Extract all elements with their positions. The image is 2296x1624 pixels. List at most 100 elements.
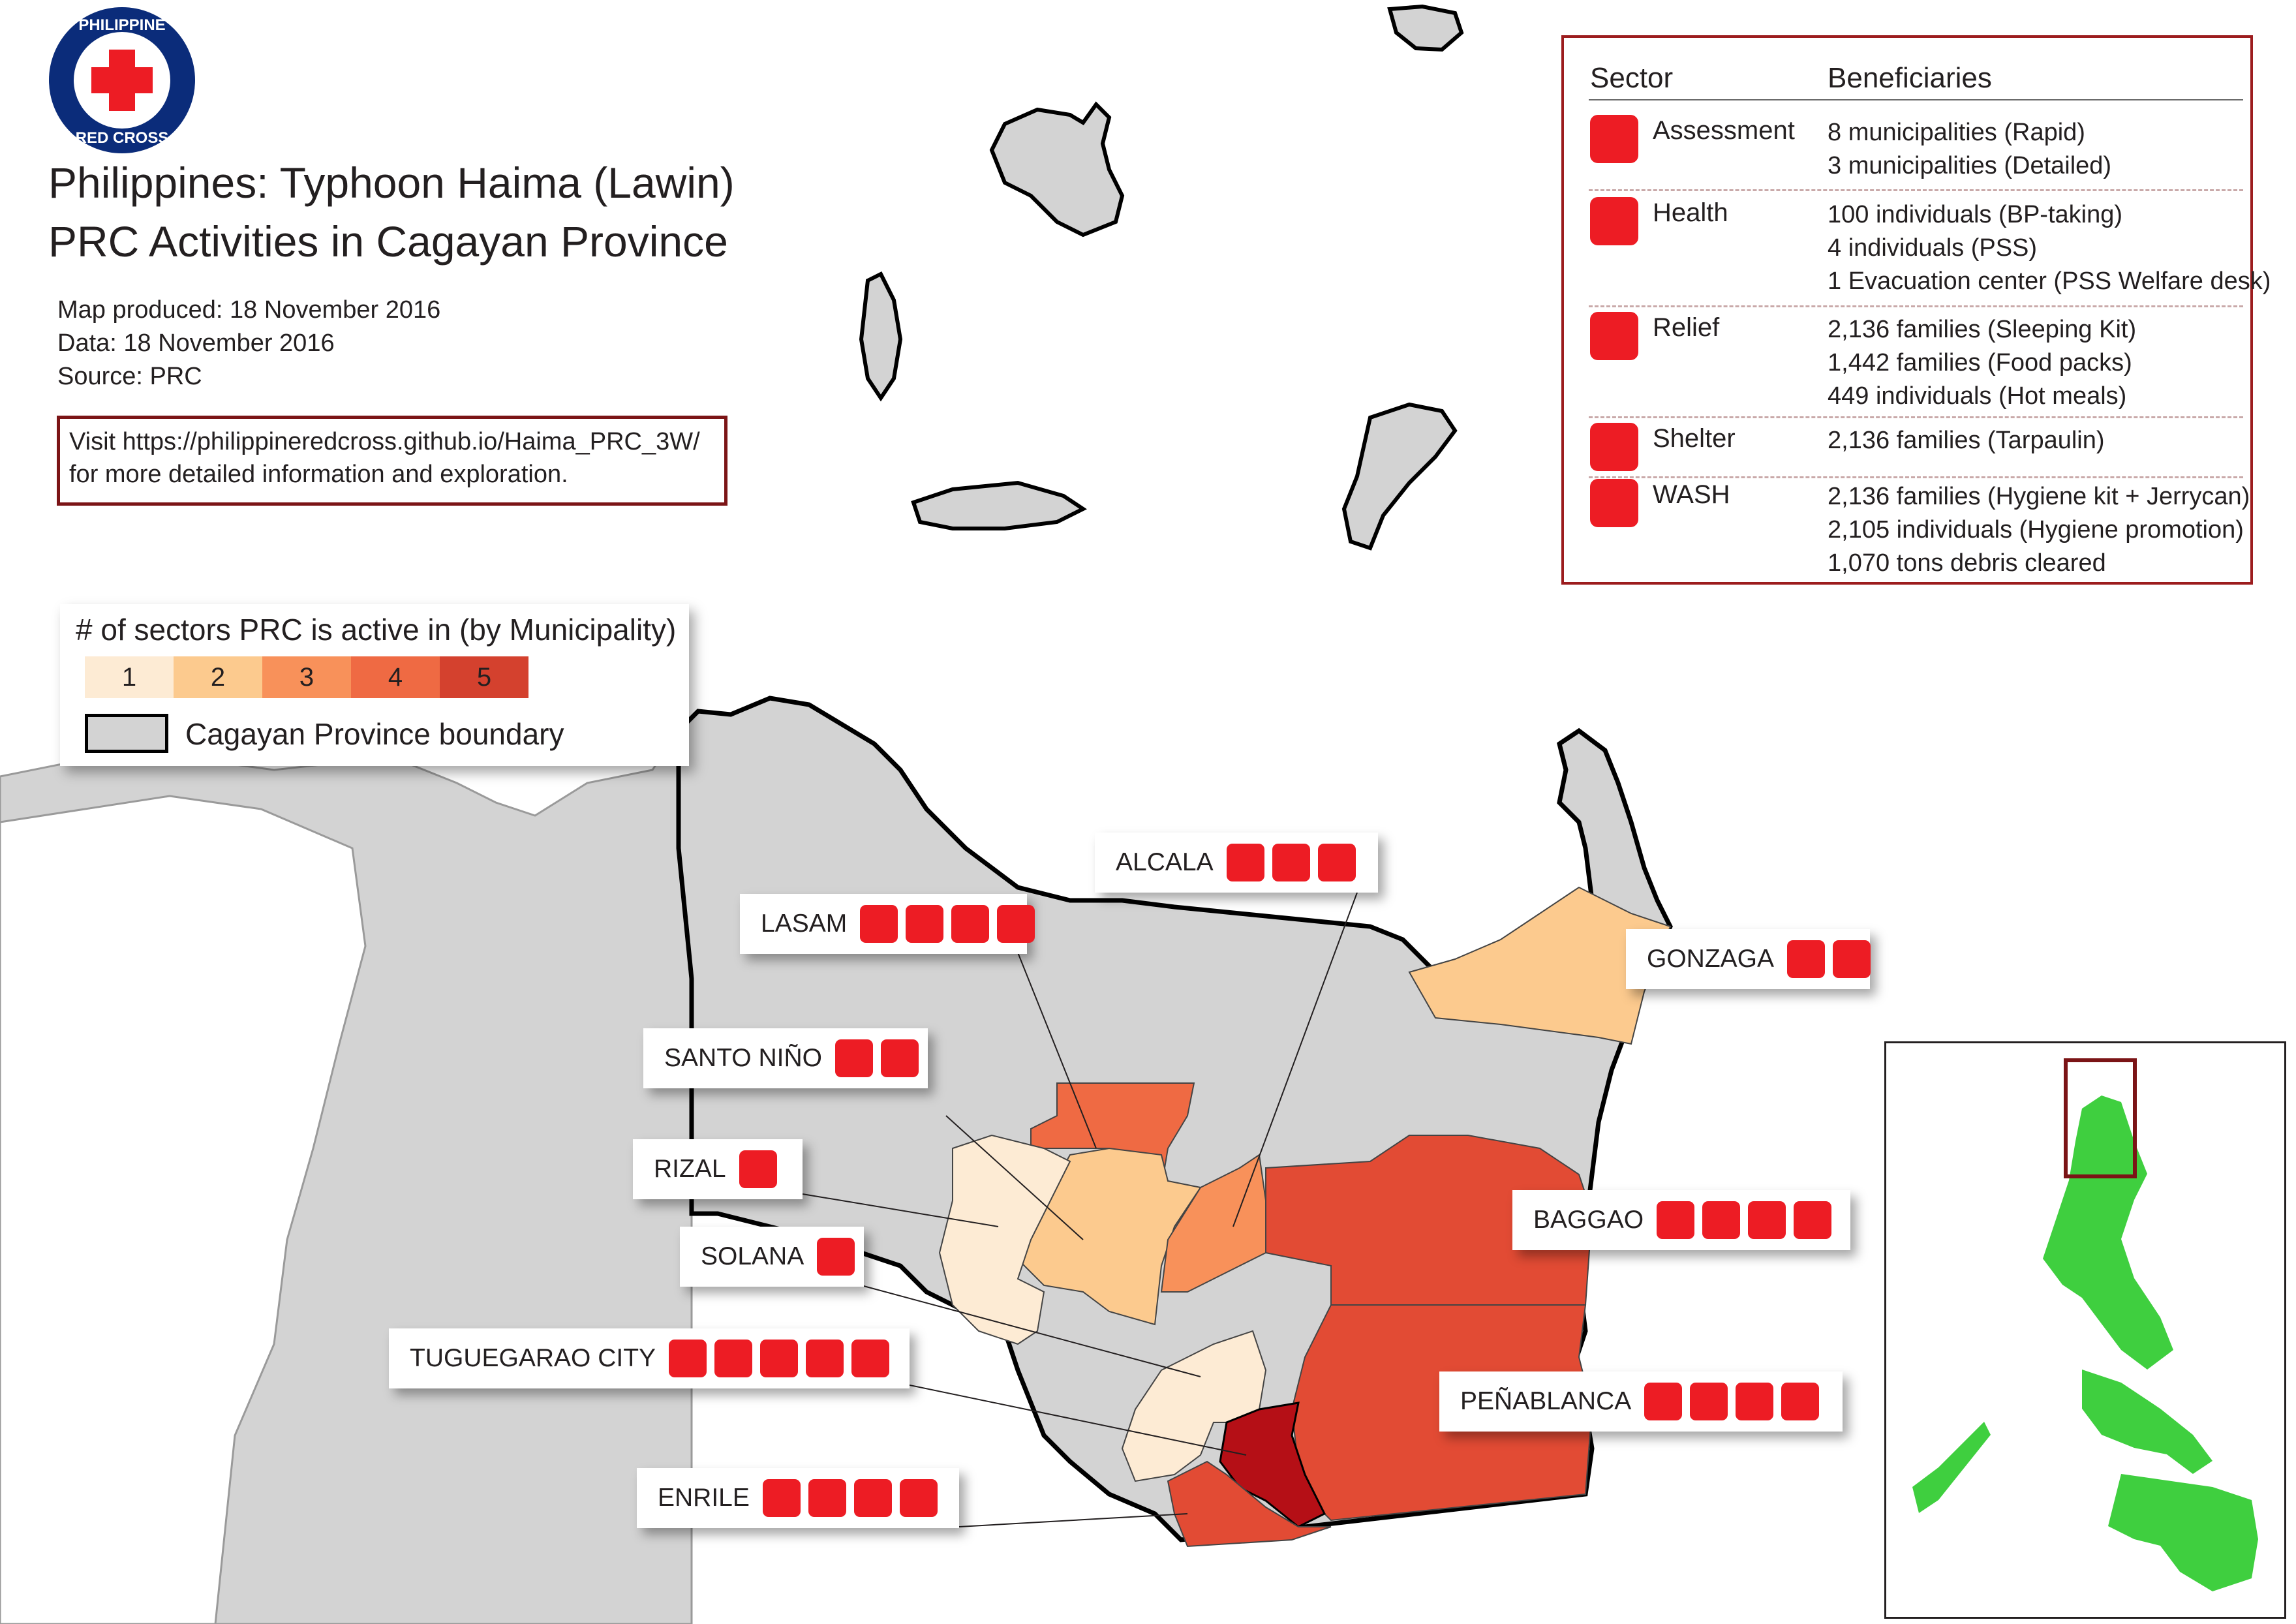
relief-icon xyxy=(1590,312,1638,360)
visit-line-1[interactable]: Visit https://philippineredcross.github.… xyxy=(69,428,700,455)
shelter-icon xyxy=(1736,1383,1774,1420)
assessment-icon xyxy=(834,1039,873,1077)
legend-class-5: 5 xyxy=(440,656,528,698)
municipality-name: SANTO NIÑO xyxy=(664,1044,822,1072)
map-meta: Map produced: 18 November 2016 Data: 18 … xyxy=(57,294,440,393)
relief-icon xyxy=(1833,940,1871,978)
land-west-coast xyxy=(0,795,367,1624)
shelter-icon xyxy=(1748,1201,1786,1239)
luzon-shape xyxy=(2043,1095,2173,1370)
legend-class-4: 4 xyxy=(351,656,440,698)
visit-link-box[interactable]: Visit https://philippineredcross.github.… xyxy=(57,416,727,506)
relief-icon xyxy=(906,905,944,943)
legend-class-2: 2 xyxy=(174,656,262,698)
health-icon xyxy=(1787,940,1826,978)
assessment-icon xyxy=(1644,1383,1683,1420)
beneficiary-line: 2,105 individuals (Hygiene promotion) xyxy=(1828,516,2244,544)
sector-name: Assessment xyxy=(1653,116,1795,145)
assessment-icon xyxy=(1590,115,1638,163)
island-2 xyxy=(989,101,1125,237)
health-icon xyxy=(1590,197,1638,245)
relief-icon xyxy=(1226,844,1264,881)
beneficiaries: 8 municipalities (Rapid) 3 municipalitie… xyxy=(1828,116,2111,183)
label-rizal[interactable]: RIZAL xyxy=(633,1139,803,1199)
assessment-icon xyxy=(860,905,898,943)
island-4 xyxy=(911,480,1087,530)
inset-locator-map xyxy=(1884,1041,2286,1619)
map-legend: # of sectors PRC is active in (by Munici… xyxy=(60,604,689,766)
label-solana[interactable]: SOLANA xyxy=(680,1227,864,1287)
beneficiary-line: 1 Evacuation center (PSS Welfare desk) xyxy=(1828,268,2271,295)
row-divider xyxy=(1589,416,2243,418)
row-divider xyxy=(1589,189,2243,191)
wash-icon xyxy=(899,1479,938,1517)
wash-icon xyxy=(851,1340,890,1377)
col-header-beneficiaries: Beneficiaries xyxy=(1828,62,1992,94)
beneficiaries: 100 individuals (BP-taking) 4 individual… xyxy=(1828,198,2271,298)
label-enrile[interactable]: ENRILE xyxy=(637,1468,959,1528)
assessment-icon xyxy=(739,1150,777,1188)
relief-icon xyxy=(808,1479,846,1517)
muni-enrile xyxy=(1167,1460,1332,1548)
legend-boundary-label: Cagayan Province boundary xyxy=(185,717,564,751)
assessment-icon xyxy=(762,1479,801,1517)
label-alcala[interactable]: ALCALA xyxy=(1095,833,1378,893)
health-icon xyxy=(714,1340,753,1377)
beneficiary-line: 2,136 families (Tarpaulin) xyxy=(1828,427,2105,454)
municipality-name: ENRILE xyxy=(658,1484,750,1512)
sector-beneficiaries-table: Sector Beneficiaries Assessment 8 munici… xyxy=(1561,35,2271,585)
map-produced-date: Map produced: 18 November 2016 xyxy=(57,296,441,324)
beneficiary-line: 4 individuals (PSS) xyxy=(1828,234,2038,262)
mindanao-shape xyxy=(2108,1474,2258,1591)
label-tuguegarao-city[interactable]: TUGUEGARAO CITY xyxy=(389,1328,910,1388)
legend-class-1: 1 xyxy=(85,656,174,698)
header-divider xyxy=(1589,99,2243,100)
svg-text:PHILIPPINE: PHILIPPINE xyxy=(78,16,165,34)
beneficiaries: 2,136 families (Hygiene kit + Jerrycan) … xyxy=(1828,480,2250,580)
beneficiary-line: 2,136 families (Sleeping Kit) xyxy=(1828,316,2137,343)
wash-icon xyxy=(1317,844,1356,881)
data-source: Source: PRC xyxy=(57,363,202,390)
shelter-icon xyxy=(1272,844,1310,881)
island-5 xyxy=(1341,402,1458,551)
legend-boundary-swatch xyxy=(85,714,168,753)
shelter-icon xyxy=(853,1479,892,1517)
title-line-2: PRC Activities in Cagayan Province xyxy=(48,217,728,266)
sector-name: Health xyxy=(1653,198,1728,227)
wash-icon xyxy=(1781,1383,1820,1420)
sector-name: Shelter xyxy=(1653,424,1736,453)
wash-icon xyxy=(1590,479,1638,527)
beneficiary-line: 449 individuals (Hot meals) xyxy=(1828,382,2127,410)
label-penablanca[interactable]: PEÑABLANCA xyxy=(1439,1371,1843,1432)
municipality-name: SOLANA xyxy=(701,1242,804,1270)
col-header-sector: Sector xyxy=(1590,62,1674,94)
beneficiaries: 2,136 families (Tarpaulin) xyxy=(1828,424,2105,457)
label-santo-nino[interactable]: SANTO NIÑO xyxy=(643,1028,928,1088)
assessment-icon xyxy=(1657,1201,1695,1239)
red-cross-logo: PHILIPPINE RED CROSS xyxy=(49,7,195,153)
beneficiary-line: 8 municipalities (Rapid) xyxy=(1828,119,2085,146)
shelter-icon xyxy=(951,905,990,943)
relief-icon xyxy=(880,1039,919,1077)
legend-class-3: 3 xyxy=(262,656,351,698)
beneficiaries: 2,136 families (Sleeping Kit) 1,442 fami… xyxy=(1828,313,2136,413)
municipality-name: ALCALA xyxy=(1116,848,1214,876)
assessment-icon xyxy=(669,1340,707,1377)
shelter-icon xyxy=(806,1340,844,1377)
row-divider xyxy=(1589,476,2243,478)
municipality-name: GONZAGA xyxy=(1647,945,1775,973)
label-baggao[interactable]: BAGGAO xyxy=(1512,1190,1850,1250)
island-1 xyxy=(1387,4,1464,52)
palawan-shape xyxy=(1912,1422,1991,1513)
label-gonzaga[interactable]: GONZAGA xyxy=(1626,929,1871,989)
municipality-name: BAGGAO xyxy=(1533,1206,1644,1234)
beneficiary-line: 1,070 tons debris cleared xyxy=(1828,549,2106,577)
muni-gonzaga xyxy=(1408,886,1672,1045)
beneficiary-line: 1,442 families (Food packs) xyxy=(1828,349,2132,376)
data-date: Data: 18 November 2016 xyxy=(57,329,335,357)
title-line-1: Philippines: Typhoon Haima (Lawin) xyxy=(48,159,735,207)
label-lasam[interactable]: LASAM xyxy=(740,894,1035,954)
relief-icon xyxy=(1702,1201,1741,1239)
shelter-icon xyxy=(1590,423,1638,471)
row-divider xyxy=(1589,305,2243,307)
